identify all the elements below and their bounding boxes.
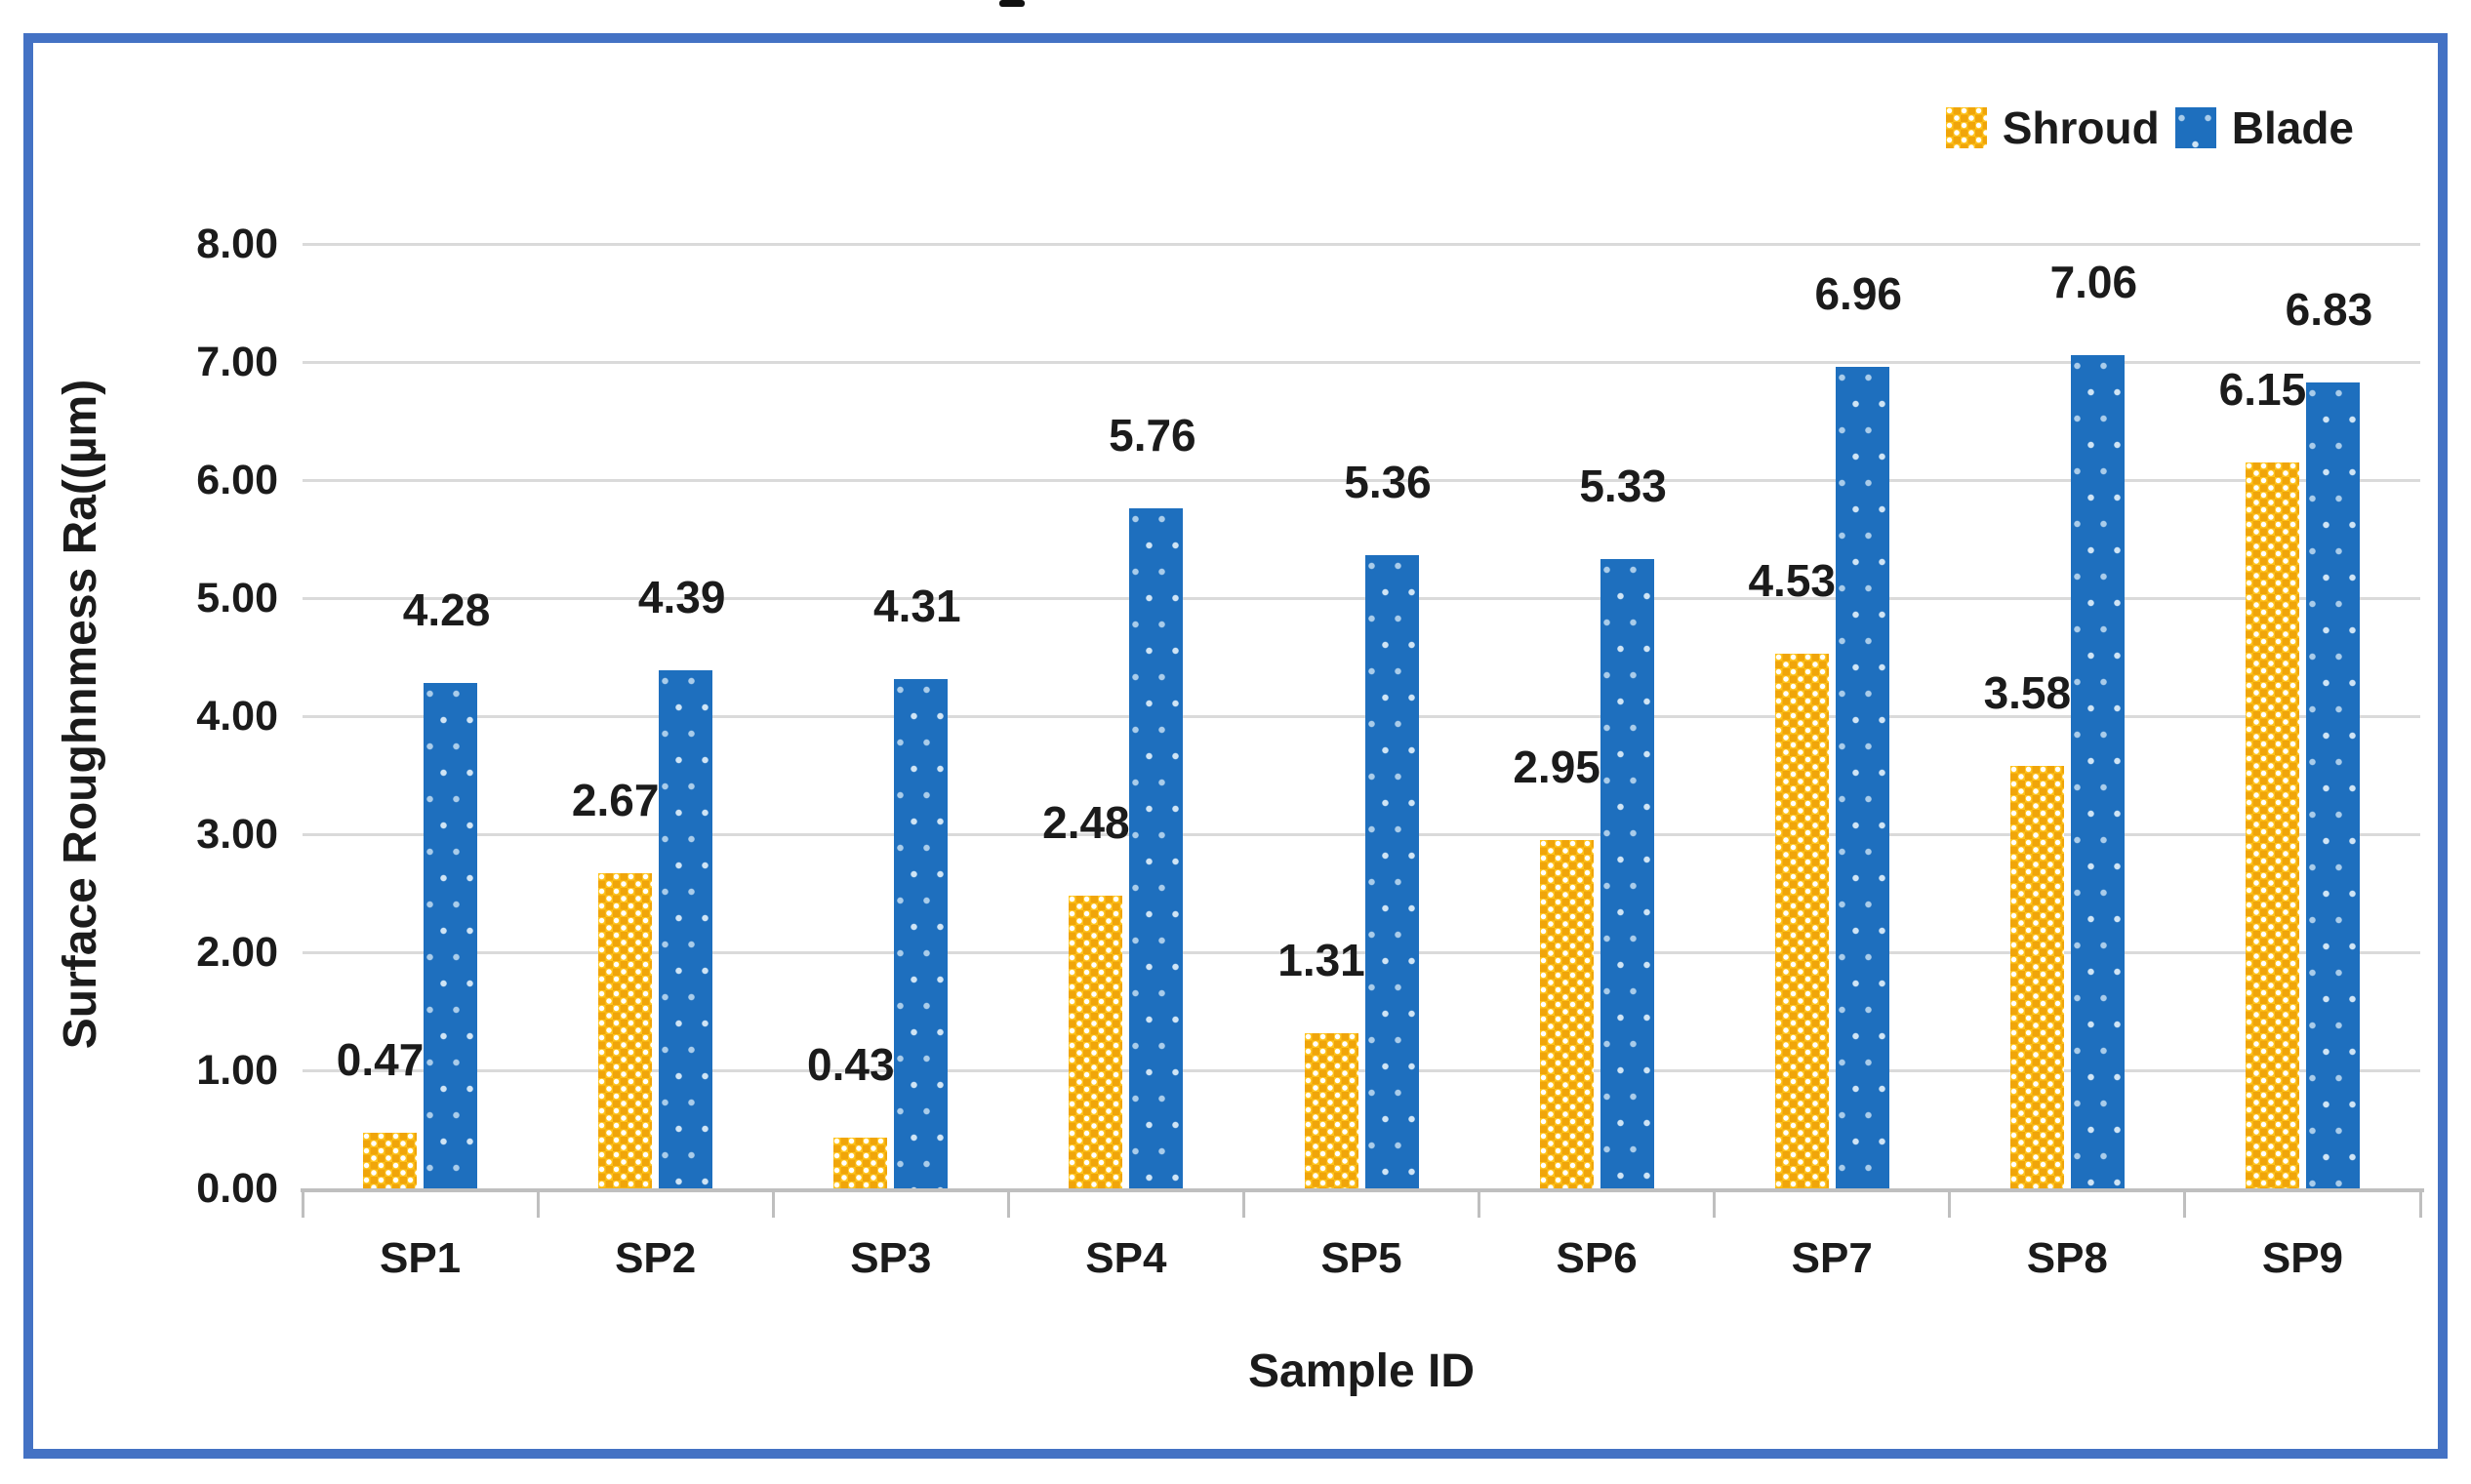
bar-blade-SP7	[1835, 366, 1889, 1188]
value-label-shroud-SP7: 4.53	[1748, 554, 1836, 606]
x-tick-label-SP9: SP9	[2261, 1234, 2344, 1282]
value-label-shroud-SP2: 2.67	[571, 774, 660, 825]
x-tick-label-SP5: SP5	[1320, 1234, 1402, 1282]
y-tick-label: 7.00	[196, 339, 278, 385]
gridline-6.00	[303, 478, 2420, 482]
bar-blade-SP3	[894, 679, 949, 1188]
value-label-blade-SP3: 4.31	[873, 581, 961, 632]
bar-blade-SP2	[659, 669, 713, 1188]
x-tick-label-SP7: SP7	[1791, 1234, 1873, 1282]
value-label-shroud-SP1: 0.47	[336, 1034, 425, 1086]
legend-swatch-blade-icon	[2174, 107, 2216, 148]
value-label-blade-SP6: 5.33	[1579, 461, 1667, 512]
x-axis-title: Sample ID	[1247, 1345, 1476, 1397]
bar-blade-SP9	[2305, 381, 2360, 1188]
value-label-shroud-SP8: 3.58	[1983, 666, 2072, 718]
gridline-7.00	[303, 360, 2420, 364]
chart-legend: Shroud Blade	[1945, 102, 2354, 153]
x-axis-tick	[301, 1192, 304, 1218]
bar-blade-SP4	[1129, 508, 1184, 1188]
x-axis-tick	[1948, 1192, 1952, 1218]
x-axis-tick	[536, 1192, 540, 1218]
y-axis-title: Surface Roughnmess Ra((µm)	[55, 379, 106, 1050]
value-label-blade-SP5: 5.36	[1344, 457, 1432, 508]
gridline-5.00	[303, 596, 2420, 600]
value-label-blade-SP7: 6.96	[1814, 267, 1902, 319]
x-axis-tick	[2183, 1192, 2187, 1218]
y-tick-label: 0.00	[196, 1165, 278, 1212]
x-axis-tick	[1006, 1192, 1010, 1218]
x-tick-label-SP4: SP4	[1085, 1234, 1167, 1282]
y-tick-label: 1.00	[196, 1047, 278, 1094]
value-label-shroud-SP9: 6.15	[2218, 363, 2307, 415]
bar-blade-SP8	[2070, 354, 2125, 1188]
x-axis-tick	[2418, 1192, 2422, 1218]
cropped-text-artifact	[999, 0, 1025, 7]
value-label-shroud-SP4: 2.48	[1042, 796, 1130, 848]
bar-shroud-SP1	[363, 1133, 418, 1188]
bar-shroud-SP8	[2009, 765, 2064, 1188]
value-label-shroud-SP3: 0.43	[807, 1038, 895, 1090]
x-axis-tick	[1241, 1192, 1245, 1218]
bar-shroud-SP4	[1069, 895, 1123, 1188]
value-label-blade-SP2: 4.39	[637, 571, 726, 622]
bar-shroud-SP6	[1539, 840, 1594, 1188]
gridline-3.00	[303, 832, 2420, 836]
y-tick-label: 8.00	[196, 221, 278, 267]
legend-label-shroud: Shroud	[2002, 102, 2160, 153]
value-label-shroud-SP6: 2.95	[1513, 742, 1600, 793]
y-tick-label: 3.00	[196, 811, 278, 858]
gridline-1.00	[303, 1068, 2420, 1072]
bar-shroud-SP9	[2245, 461, 2299, 1188]
bar-blade-SP1	[424, 683, 478, 1188]
y-tick-label: 2.00	[196, 929, 278, 976]
bar-blade-SP6	[1600, 559, 1654, 1188]
y-tick-label: 6.00	[196, 457, 278, 503]
x-tick-label-SP6: SP6	[1556, 1234, 1638, 1282]
y-tick-label: 4.00	[196, 693, 278, 740]
x-tick-label-SP8: SP8	[2026, 1234, 2108, 1282]
x-axis-tick	[1478, 1192, 1481, 1218]
value-label-blade-SP9: 6.83	[2285, 283, 2373, 335]
gridline-4.00	[303, 714, 2420, 718]
legend-label-blade: Blade	[2231, 102, 2354, 153]
y-tick-label: 5.00	[196, 575, 278, 622]
x-tick-label-SP2: SP2	[615, 1234, 697, 1282]
bar-blade-SP5	[1364, 555, 1419, 1188]
value-label-blade-SP4: 5.76	[1109, 410, 1196, 461]
bar-shroud-SP5	[1304, 1033, 1358, 1188]
value-label-shroud-SP5: 1.31	[1277, 935, 1365, 986]
bar-shroud-SP2	[598, 872, 653, 1188]
bar-shroud-SP7	[1774, 653, 1829, 1188]
value-label-blade-SP8: 7.06	[2049, 256, 2138, 307]
bar-shroud-SP3	[833, 1137, 888, 1188]
x-axis-tick	[771, 1192, 775, 1218]
value-label-blade-SP1: 4.28	[402, 584, 491, 636]
gridline-2.00	[303, 950, 2420, 954]
x-tick-label-SP3: SP3	[850, 1234, 932, 1282]
x-tick-label-SP1: SP1	[379, 1234, 462, 1282]
gridline-8.00	[303, 242, 2420, 246]
legend-swatch-shroud-icon	[1945, 107, 1987, 148]
x-axis-tick	[1713, 1192, 1717, 1218]
x-axis-line	[301, 1188, 2424, 1192]
